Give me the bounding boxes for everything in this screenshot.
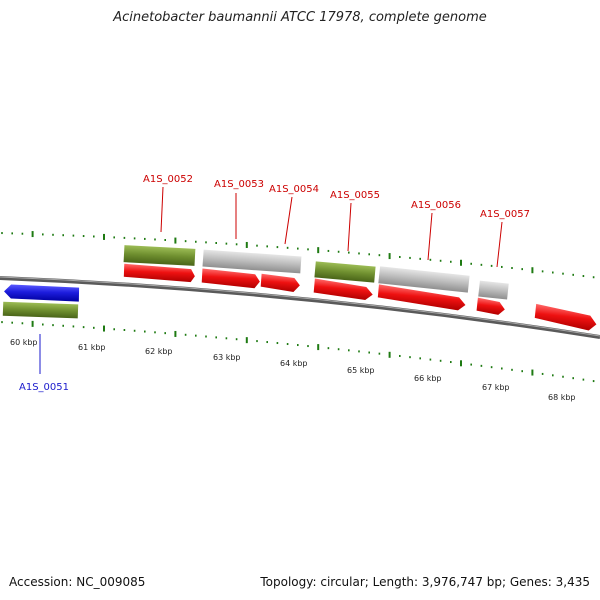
cds-arrow[interactable] [313,278,373,301]
leader-line [347,202,352,252]
genome-stats-label: Topology: circular; Length: 3,976,747 bp… [260,575,590,589]
lower-tick-row [1,320,595,383]
kbp-label: 66 kbp [414,374,442,383]
gene-block[interactable] [2,301,79,319]
kbp-label: 64 kbp [280,359,308,368]
genome-backbone-highlight [0,276,600,337]
gene-block[interactable] [478,280,509,300]
gene-label-leaders [39,186,503,374]
cds-arrow[interactable] [260,273,300,293]
gene-block[interactable] [378,266,470,293]
gene-block[interactable] [314,261,376,283]
kbp-label: 61 kbp [78,343,106,352]
gene-label[interactable]: A1S_0057 [480,209,530,220]
gene-label[interactable]: A1S_0055 [330,190,380,201]
kbp-label: 63 kbp [213,353,241,362]
kbp-label: 65 kbp [347,366,375,375]
leader-line [427,212,433,261]
gene-label[interactable]: A1S_0056 [411,200,461,211]
kbp-scale-labels: 60 kbp 61 kbp 62 kbp 63 kbp 64 kbp 65 kb… [10,338,576,402]
cds-arrow[interactable] [123,263,196,283]
leader-line [284,196,293,245]
gene-labels: A1S_0051 A1S_0052 A1S_0053 A1S_0054 A1S_… [19,174,530,393]
cds-arrow[interactable] [201,268,261,289]
gene-label[interactable]: A1S_0051 [19,382,69,393]
cds-arrow[interactable] [476,297,505,316]
upper-tick-row [1,231,595,279]
gene-block[interactable] [202,249,302,274]
cds-arrow[interactable] [377,284,466,311]
accession-label: Accession: NC_009085 [9,575,146,589]
kbp-label: 62 kbp [145,347,173,356]
map-title: Acinetobacter baumannii ATCC 17978, comp… [113,10,487,25]
leader-line [496,221,503,268]
gene-label[interactable]: A1S_0052 [143,174,193,185]
gene-label[interactable]: A1S_0054 [269,184,319,195]
genome-backbone [0,276,600,339]
kbp-label: 67 kbp [482,383,510,392]
gene-label[interactable]: A1S_0053 [214,179,264,190]
kbp-label: 60 kbp [10,338,38,347]
cds-arrow[interactable] [534,303,598,331]
kbp-label: 68 kbp [548,393,576,402]
leader-line [160,186,164,233]
gene-block[interactable] [123,245,196,266]
cds-arrow-reverse[interactable] [4,284,80,302]
